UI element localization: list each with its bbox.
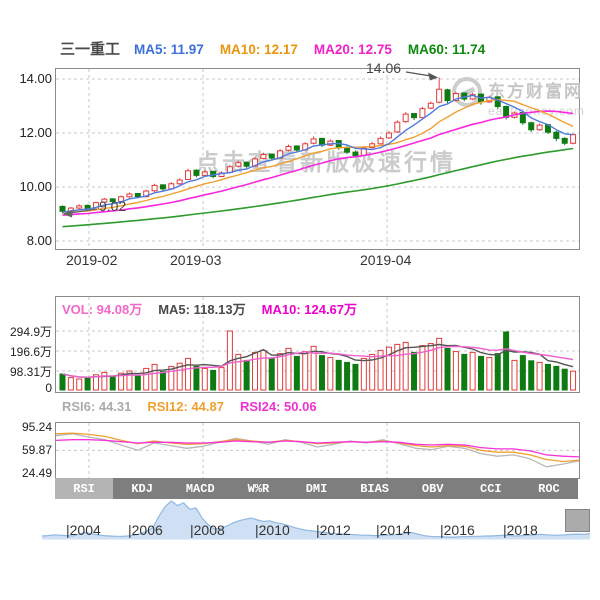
volume-chart bbox=[56, 297, 579, 392]
year-label-2014: |2014 bbox=[376, 522, 411, 538]
volume-legend: VOL: 94.08万 MA5: 118.13万 MA10: 124.67万 bbox=[62, 299, 373, 318]
tab-wr[interactable]: W%R bbox=[247, 481, 270, 496]
ma-label-0: MA5: 11.97 bbox=[134, 42, 204, 57]
tab-rsi[interactable]: RSI bbox=[55, 478, 114, 499]
year-label-2012: |2012 bbox=[316, 522, 351, 538]
rsi-chart bbox=[56, 423, 579, 478]
year-label-2018: |2018 bbox=[503, 522, 538, 538]
date-label-feb: 2019-02 bbox=[66, 252, 118, 268]
rsi-label-0: RSI6: 44.31 bbox=[62, 399, 132, 414]
history-navigator[interactable]: |2004 |2006 |2008 |2010 |2012 |2014 |2016 |2018 bbox=[41, 497, 591, 540]
watermark-brand-name: 东方财富网 bbox=[488, 82, 583, 101]
rsi-tick-2: 59.87 bbox=[21, 443, 52, 457]
navigator-slider-handle[interactable] bbox=[565, 509, 590, 532]
tab-bias[interactable]: BIAS bbox=[360, 481, 389, 496]
rsi-legend: RSI6: 44.31 RSI12: 44.87 RSI24: 50.06 bbox=[62, 399, 333, 414]
volume-pane[interactable] bbox=[55, 296, 580, 393]
rsi-label-2: RSI24: 50.06 bbox=[239, 399, 317, 414]
tab-macd[interactable]: MACD bbox=[185, 481, 215, 496]
date-label-apr: 2019-04 bbox=[360, 252, 412, 268]
rsi-label-1: RSI12: 44.87 bbox=[147, 399, 224, 414]
date-label-mar: 2019-03 bbox=[170, 252, 222, 268]
vol-label-0: VOL: 94.08万 bbox=[62, 302, 143, 317]
ma-label-1: MA10: 12.17 bbox=[219, 42, 298, 57]
price-tick-14: 14.00 bbox=[19, 71, 52, 86]
annotation-low-price: 9.02 bbox=[99, 198, 127, 214]
vol-tick-0: 0 bbox=[45, 381, 52, 395]
tab-obv[interactable]: OBV bbox=[421, 481, 444, 496]
vol-label-1: MA5: 118.13万 bbox=[158, 302, 246, 317]
rsi-tick-1: 95.24 bbox=[21, 420, 52, 434]
year-label-2006: |2006 bbox=[128, 522, 163, 538]
year-label-2004: |2004 bbox=[66, 522, 101, 538]
candlestick-chart bbox=[56, 69, 579, 249]
chart-header: 三一重工 MA5: 11.97 MA10: 12.17 MA20: 12.75 MA60… bbox=[60, 38, 501, 58]
ma-label-3: MA60: 11.74 bbox=[407, 42, 486, 57]
indicator-tabbar: RSI KDJ MACD W%R DMI BIAS OBV CCI ROC bbox=[55, 478, 578, 499]
rsi-tick-3: 24.49 bbox=[21, 466, 52, 480]
price-tick-10: 10.00 bbox=[19, 179, 52, 194]
year-label-2016: |2016 bbox=[440, 522, 475, 538]
tab-cci[interactable]: CCI bbox=[480, 481, 502, 496]
stock-name: 三一重工 bbox=[60, 41, 121, 58]
year-label-2008: |2008 bbox=[190, 522, 225, 538]
vol-tick-3: 98.31万 bbox=[9, 365, 52, 379]
rsi-pane[interactable] bbox=[55, 422, 580, 479]
vol-tick-1: 294.9万 bbox=[9, 325, 52, 339]
year-label-2010: |2010 bbox=[255, 522, 290, 538]
tab-dmi[interactable]: DMI bbox=[305, 481, 328, 496]
tab-kdj[interactable]: KDJ bbox=[131, 481, 153, 496]
price-tick-8: 8.00 bbox=[26, 233, 52, 248]
history-area-chart bbox=[41, 500, 591, 540]
annotation-high-price: 14.06 bbox=[366, 60, 402, 76]
price-tick-12: 12.00 bbox=[19, 125, 52, 140]
tab-roc[interactable]: ROC bbox=[538, 481, 560, 496]
ma-label-2: MA20: 12.75 bbox=[313, 42, 392, 57]
vol-label-2: MA10: 124.67万 bbox=[261, 302, 358, 317]
vol-tick-2: 196.6万 bbox=[9, 345, 52, 359]
ma-legend: MA5: 11.97 MA10: 12.17 MA20: 12.75 MA60: 11… bbox=[134, 41, 501, 58]
candlestick-pane[interactable]: 点击查看新版极速行情 东方财富网 eastmoney.com bbox=[55, 68, 584, 250]
